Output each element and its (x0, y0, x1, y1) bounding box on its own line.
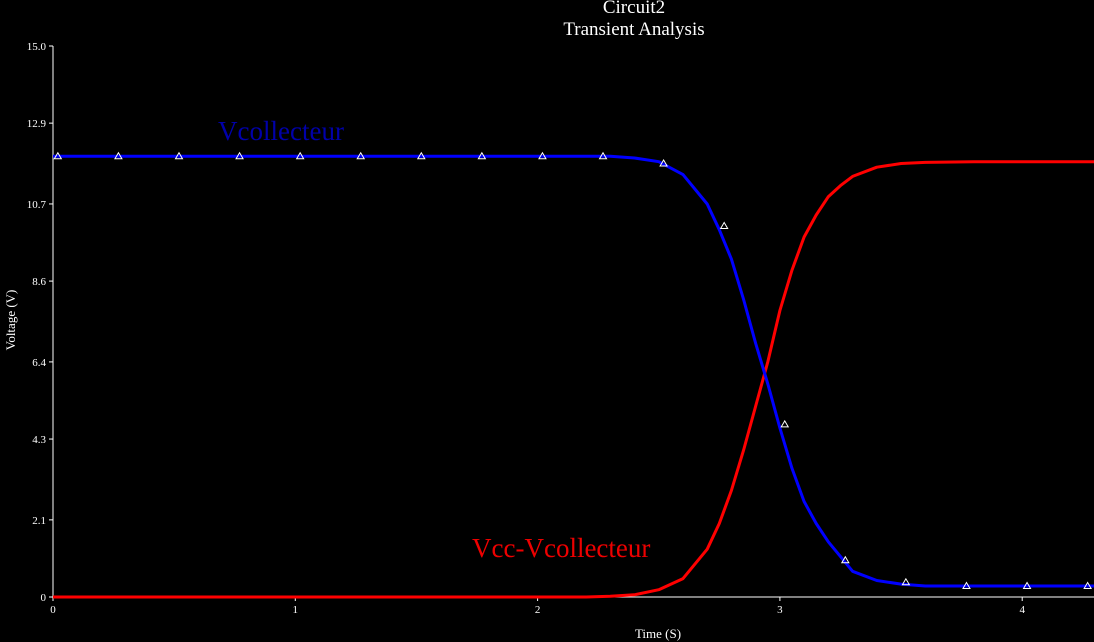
x-tick-label: 1 (293, 604, 299, 616)
data-marker-vcollecteur (174, 151, 184, 160)
data-marker-vcollecteur (780, 419, 790, 428)
x-tick-label: 3 (777, 604, 783, 616)
data-marker-vcollecteur (598, 151, 608, 160)
series-label-vcc-vcollecteur: Vcc-Vcollecteur (472, 533, 650, 563)
y-axis-ticks: 0 2.1 4.3 6.4 8.6 10.7 12.9 15.0 (27, 41, 53, 604)
y-tick-label: 2.1 (32, 515, 46, 527)
x-axis-title: Time (S) (635, 626, 681, 641)
x-tick-label: 0 (50, 604, 56, 616)
series-line-vcollecteur (53, 154, 1094, 588)
data-marker-vcollecteur (53, 151, 63, 160)
y-tick-label: 8.6 (32, 276, 46, 288)
data-marker-vcollecteur (1083, 581, 1092, 589)
data-marker-vcollecteur (295, 151, 305, 160)
data-marker-vcollecteur (840, 555, 850, 564)
x-tick-label: 2 (535, 604, 541, 616)
data-marker-vcollecteur (477, 151, 487, 160)
data-marker-vcollecteur (719, 221, 729, 229)
data-marker-vcollecteur (962, 581, 971, 589)
data-marker-vcollecteur (114, 151, 123, 160)
chart-subtitle: Transient Analysis (563, 19, 704, 40)
data-marker-vcollecteur (538, 151, 547, 160)
data-marker-vcollecteur (659, 159, 668, 167)
series-label-vcollecteur: Vcollecteur (218, 116, 344, 146)
y-tick-label: 15.0 (27, 41, 47, 53)
series-layer (53, 151, 1094, 599)
x-tick-label: 4 (1019, 604, 1025, 616)
series-line-vcc-vcollecteur (53, 160, 1094, 599)
y-tick-label: 0 (41, 592, 47, 604)
data-marker-vcollecteur (235, 151, 244, 160)
y-tick-label: 12.9 (27, 118, 47, 130)
data-marker-vcollecteur (1022, 581, 1032, 589)
y-tick-label: 10.7 (27, 199, 47, 211)
y-tick-label: 6.4 (32, 357, 46, 369)
data-marker-vcollecteur (356, 151, 366, 160)
data-marker-vcollecteur (416, 151, 426, 160)
data-marker-vcollecteur (901, 577, 911, 586)
chart-title: Circuit2 (603, 0, 665, 18)
y-axis-title: Voltage (V) (3, 290, 18, 351)
y-tick-label: 4.3 (32, 434, 46, 446)
